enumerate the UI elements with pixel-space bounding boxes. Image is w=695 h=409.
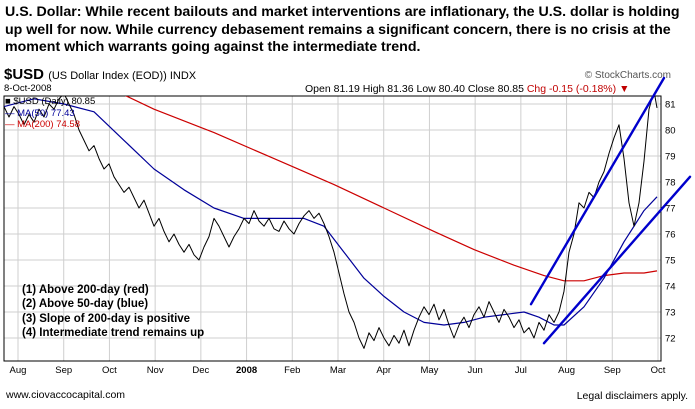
x-tick-label: Jun [467, 365, 482, 376]
legend-label-usd: $USD (Daily) 80.85 [13, 96, 96, 107]
x-tick-label: Jul [515, 365, 527, 376]
headline: U.S. Dollar: While recent bailouts and m… [5, 4, 680, 55]
legend-item-ma50: — MA(50) 77.43 [5, 107, 75, 119]
y-tick-label: 79 [665, 152, 676, 163]
trendline-1 [529, 76, 666, 306]
annotation-notes: (1) Above 200-day (red) (2) Above 50-day… [22, 283, 204, 340]
y-tick-label: 72 [665, 334, 676, 345]
note-item: (2) Above 50-day (blue) [22, 298, 149, 311]
x-tick-label: Nov [147, 365, 164, 376]
change-down-icon: ▼ [619, 83, 630, 95]
note-item: (4) Intermediate trend remains up [22, 326, 205, 339]
series-usd-daily [4, 96, 658, 349]
change-value: Chg -0.15 (-0.18%) [526, 83, 617, 95]
chart-symbol: $USD (US Dollar Index (EOD)) INDX [4, 66, 196, 83]
chart-grid [4, 96, 661, 361]
y-tick-label: 81 [665, 100, 676, 111]
trendline-layer [529, 76, 692, 345]
x-tick-label: Dec [192, 365, 209, 376]
legend-item-ma200: — MA(200) 74.58 [5, 119, 80, 130]
y-tick-label: 77 [665, 204, 676, 215]
x-tick-label: Sep [604, 365, 621, 376]
disclaimer-text: Legal disclaimers apply. [576, 390, 688, 402]
legend-item-usd: ■ $USD (Daily) 80.85 [5, 96, 96, 107]
x-tick-label: May [420, 365, 438, 376]
x-tick-label: Sep [55, 365, 72, 376]
chart-date: 8-Oct-2008 [4, 83, 52, 94]
x-tick-label: 2008 [236, 365, 257, 376]
x-tick-label: Oct [651, 365, 666, 376]
legend-label-ma200: MA(200) 74.58 [17, 119, 80, 130]
x-tick-label: Apr [376, 365, 391, 376]
ohlc-values: Open 81.19 High 81.36 Low 80.40 Close 80… [305, 83, 524, 95]
y-tick-label: 73 [665, 308, 676, 319]
x-tick-label: Oct [102, 365, 117, 376]
series-ma-50 [4, 98, 658, 326]
series-ma-200 [124, 96, 658, 282]
x-axis: Aug Sep Oct Nov Dec 2008 Feb Mar Apr May Jun Jul Aug… [10, 365, 666, 376]
plot-frame [3, 95, 662, 362]
ohlc-readout: Open 81.19 High 81.36 Low 80.40 Close 80… [305, 83, 629, 95]
x-tick-label: Mar [330, 365, 346, 376]
y-tick-label: 76 [665, 230, 676, 241]
x-tick-label: Aug [558, 365, 575, 376]
website-link[interactable]: www.ciovaccocapital.com [6, 389, 126, 401]
symbol-description: (US Dollar Index (EOD)) INDX [48, 70, 197, 82]
y-tick-label: 78 [665, 178, 676, 189]
symbol-ticker: $USD [4, 66, 45, 83]
trendline-2 [542, 175, 692, 345]
y-axis: 72 73 74 75 76 77 78 79 80 81 [665, 100, 676, 345]
series-layer [4, 96, 658, 349]
brand-watermark: © StockCharts.com [584, 70, 671, 81]
x-tick-label: Feb [284, 365, 300, 376]
note-item: (3) Slope of 200-day is positive [22, 312, 191, 325]
x-tick-label: Aug [10, 365, 27, 376]
y-tick-label: 74 [665, 282, 676, 293]
legend-label-ma50: MA(50) 77.43 [17, 107, 75, 119]
y-tick-label: 75 [665, 256, 676, 267]
y-tick-label: 80 [665, 126, 676, 137]
note-item: (1) Above 200-day (red) [22, 284, 149, 296]
chart-legend: ■ $USD (Daily) 80.85 — MA(50) 77.43 — MA… [5, 96, 95, 131]
